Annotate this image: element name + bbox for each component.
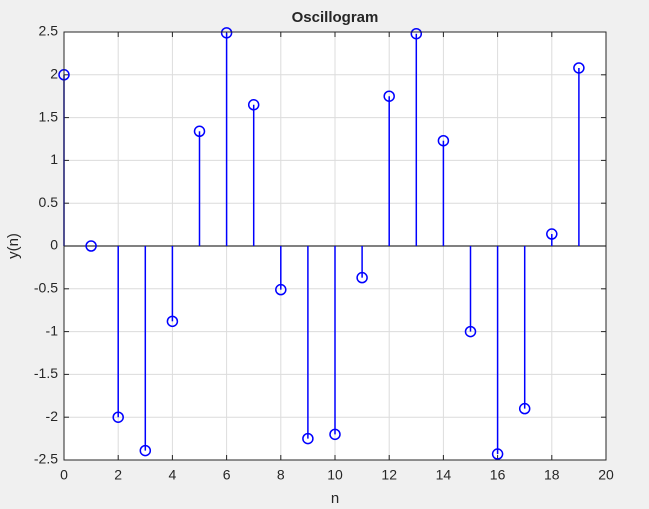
x-tick-label: 8	[277, 467, 285, 483]
y-tick-label: 1	[50, 151, 58, 167]
stem-marker	[356, 271, 368, 284]
x-tick-label: 6	[223, 467, 231, 483]
stem-marker	[247, 99, 260, 111]
y-tick-label: -2	[46, 408, 59, 424]
x-tick-label: 0	[60, 467, 68, 483]
stem-marker	[491, 448, 504, 460]
y-tick-label: 2	[50, 66, 58, 82]
x-tick-label: 10	[327, 467, 343, 483]
x-tick-label: 18	[544, 467, 560, 483]
stem-marker	[410, 27, 423, 40]
y-tick-label: -2.5	[34, 451, 58, 467]
stem-marker	[437, 134, 450, 147]
y-tick-label: 2.5	[39, 23, 59, 39]
chart-title: Oscillogram	[292, 9, 379, 26]
stem-marker	[464, 325, 477, 338]
y-tick-label: 1.5	[39, 108, 59, 124]
stem-marker	[166, 315, 179, 328]
stem-marker	[275, 283, 287, 296]
y-tick-label: -0.5	[34, 280, 58, 296]
x-tick-label: 2	[114, 467, 122, 483]
x-tick-label: 20	[598, 467, 614, 483]
y-tick-label: 0.5	[39, 194, 59, 210]
y-tick-label: -1.5	[34, 365, 58, 381]
stem-marker	[573, 62, 585, 74]
axes-box	[63, 31, 607, 461]
x-axis-label: n	[331, 490, 339, 507]
stem-marker	[383, 90, 395, 102]
stem-marker	[329, 428, 341, 441]
x-tick-label: 14	[436, 467, 452, 483]
stem-marker	[220, 27, 233, 39]
y-tick-label: 0	[50, 237, 58, 253]
stem-marker	[85, 240, 97, 252]
x-tick-label: 16	[490, 467, 506, 483]
stem-marker	[546, 228, 558, 240]
stem-marker	[112, 411, 124, 423]
stem-marker	[193, 125, 206, 138]
stem-marker	[139, 444, 152, 457]
y-axis-label: y(n)	[5, 233, 22, 259]
stem-marker	[518, 402, 531, 415]
stem-marker	[302, 432, 314, 445]
x-tick-label: 12	[381, 467, 397, 483]
x-tick-label: 4	[169, 467, 177, 483]
y-tick-label: -1	[46, 322, 59, 338]
